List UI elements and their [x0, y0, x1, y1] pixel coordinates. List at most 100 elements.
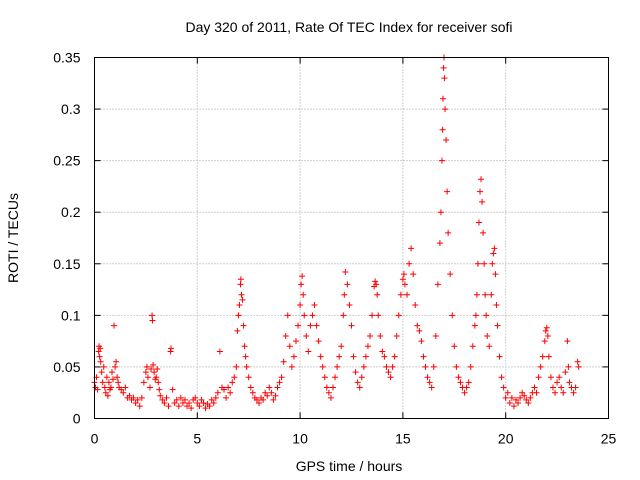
- data-point: [463, 384, 470, 391]
- data-point: [159, 396, 166, 403]
- data-point: [400, 271, 407, 278]
- data-point: [486, 343, 493, 350]
- data-point: [268, 389, 275, 396]
- data-point: [272, 392, 279, 399]
- data-point: [379, 348, 386, 355]
- data-point: [245, 374, 252, 381]
- data-point: [104, 392, 111, 399]
- data-point: [280, 358, 287, 365]
- y-tick-label: 0.1: [61, 307, 81, 323]
- data-point: [130, 394, 137, 401]
- data-point: [110, 376, 117, 383]
- data-point: [474, 260, 481, 267]
- data-point: [334, 363, 341, 370]
- data-point: [179, 400, 186, 407]
- data-point: [243, 363, 250, 370]
- data-point: [564, 338, 571, 345]
- data-point: [404, 291, 411, 298]
- x-tick-label: 25: [601, 431, 617, 447]
- data-point: [562, 369, 569, 376]
- data-point: [362, 353, 369, 360]
- data-point: [233, 363, 240, 370]
- data-point: [492, 271, 499, 278]
- data-point: [103, 374, 110, 381]
- data-point: [367, 332, 374, 339]
- data-point: [321, 374, 328, 381]
- data-point: [301, 312, 308, 319]
- data-point: [387, 374, 394, 381]
- y-tick-label: 0.2: [61, 204, 81, 220]
- data-point: [112, 363, 119, 370]
- data-point: [472, 312, 479, 319]
- data-point: [525, 400, 532, 407]
- data-point: [410, 271, 417, 278]
- data-point: [97, 345, 104, 352]
- data-point: [305, 348, 312, 355]
- data-point: [313, 322, 320, 329]
- data-point: [374, 291, 381, 298]
- data-point: [358, 374, 365, 381]
- data-point: [512, 396, 519, 403]
- data-point: [391, 353, 398, 360]
- data-point: [114, 374, 121, 381]
- data-point: [295, 322, 302, 329]
- data-point: [467, 363, 474, 370]
- data-point: [97, 358, 104, 365]
- data-point: [229, 379, 236, 386]
- data-point: [408, 245, 415, 252]
- data-point: [221, 386, 228, 393]
- data-point: [169, 386, 176, 393]
- data-point: [482, 291, 489, 298]
- data-point: [500, 384, 507, 391]
- x-axis-title: GPS time / hours: [296, 458, 403, 474]
- data-point: [341, 291, 348, 298]
- data-point: [549, 384, 556, 391]
- data-point: [298, 281, 305, 288]
- data-point: [393, 332, 400, 339]
- data-point: [153, 374, 160, 381]
- data-point: [488, 291, 495, 298]
- data-point: [483, 312, 490, 319]
- data-point: [236, 302, 243, 309]
- data-point: [451, 343, 458, 350]
- data-point: [292, 338, 299, 345]
- data-point: [436, 240, 443, 247]
- data-point: [262, 389, 269, 396]
- grid-lines: [94, 57, 609, 419]
- y-axis-title: ROTI / TECUs: [5, 193, 21, 283]
- data-point: [338, 343, 345, 350]
- data-point: [151, 369, 158, 376]
- data-point: [535, 374, 542, 381]
- data-point: [377, 332, 384, 339]
- data-point: [208, 396, 215, 403]
- data-point: [543, 324, 550, 331]
- data-point: [346, 302, 353, 309]
- data-point: [508, 394, 515, 401]
- data-point: [323, 384, 330, 391]
- data-point: [239, 296, 246, 303]
- data-point: [447, 271, 454, 278]
- data-point: [439, 95, 446, 102]
- data-point: [493, 302, 500, 309]
- data-point: [477, 188, 483, 195]
- data-point: [406, 260, 413, 267]
- data-point: [342, 269, 349, 276]
- data-point: [192, 394, 199, 401]
- data-point: [237, 281, 244, 288]
- data-point: [479, 198, 486, 205]
- data-point: [111, 322, 118, 329]
- data-point: [212, 394, 219, 401]
- data-point: [504, 389, 511, 396]
- data-point: [444, 188, 451, 195]
- data-point: [428, 384, 435, 391]
- data-point: [184, 403, 191, 410]
- data-point: [401, 281, 408, 288]
- data-point: [120, 389, 127, 396]
- data-point: [105, 379, 112, 386]
- data-point: [136, 403, 143, 410]
- data-point: [430, 363, 437, 370]
- y-tick-label: 0.35: [53, 50, 80, 66]
- data-point: [336, 353, 343, 360]
- data-point: [270, 396, 277, 403]
- data-point: [96, 353, 103, 360]
